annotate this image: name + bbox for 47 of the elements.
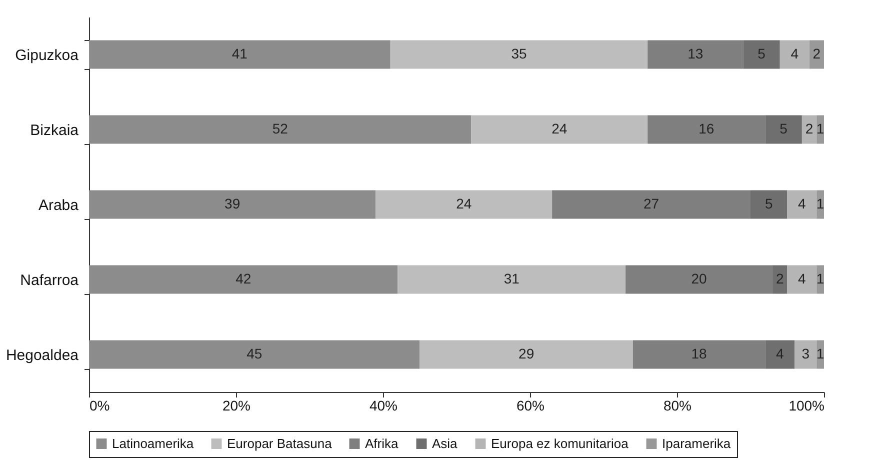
data-label: 18 bbox=[691, 346, 708, 362]
y-tick-label: Araba bbox=[38, 197, 80, 214]
x-tick-label: 0% bbox=[90, 398, 110, 414]
legend-label: Iparamerika bbox=[662, 436, 732, 451]
data-label: 16 bbox=[698, 120, 714, 136]
data-label: 13 bbox=[688, 46, 704, 62]
data-label: 3 bbox=[802, 346, 810, 362]
data-label: 24 bbox=[456, 196, 472, 212]
data-label: 5 bbox=[758, 46, 766, 62]
x-tick-label: 40% bbox=[369, 398, 398, 414]
data-label: 4 bbox=[798, 270, 806, 286]
legend-label: Europa ez komunitarioa bbox=[491, 436, 630, 451]
data-label: 35 bbox=[511, 46, 527, 62]
data-label: 27 bbox=[643, 196, 660, 212]
x-tick-label: 20% bbox=[222, 398, 251, 414]
data-label: 2 bbox=[812, 46, 821, 62]
data-label: 5 bbox=[764, 196, 773, 212]
x-tick-label: 60% bbox=[516, 398, 545, 414]
data-label: 1 bbox=[816, 270, 824, 286]
data-label: 24 bbox=[552, 120, 568, 136]
y-tick-label: Bizkaia bbox=[30, 122, 80, 139]
data-label: 45 bbox=[246, 346, 262, 362]
legend-label: Latinoamerika bbox=[112, 436, 194, 451]
data-label: 2 bbox=[776, 270, 784, 286]
legend-label: Afrika bbox=[365, 436, 399, 451]
legend-label: Europar Batasuna bbox=[227, 436, 333, 451]
data-label: 52 bbox=[272, 120, 288, 136]
data-label: 41 bbox=[232, 46, 248, 62]
x-tick-label: 80% bbox=[663, 398, 692, 414]
y-tick-label: Nafarroa bbox=[20, 272, 80, 289]
y-tick-label: Hegoaldea bbox=[6, 347, 80, 364]
data-label: 2 bbox=[805, 120, 814, 136]
data-label: 1 bbox=[816, 196, 824, 212]
data-label: 5 bbox=[780, 120, 788, 136]
legend-label: Asia bbox=[432, 436, 458, 451]
data-label: 29 bbox=[518, 346, 534, 362]
data-label: 42 bbox=[236, 270, 252, 286]
data-label: 4 bbox=[776, 346, 784, 362]
data-label: 1 bbox=[816, 120, 824, 136]
data-label: 39 bbox=[224, 196, 240, 212]
data-label: 31 bbox=[504, 270, 520, 286]
data-label: 4 bbox=[790, 46, 799, 62]
data-label: 1 bbox=[816, 346, 824, 362]
y-tick-label: Gipuzkoa bbox=[15, 47, 80, 64]
data-label: 4 bbox=[798, 196, 806, 212]
data-label: 20 bbox=[691, 270, 708, 286]
x-tick-label: 100% bbox=[788, 398, 824, 414]
